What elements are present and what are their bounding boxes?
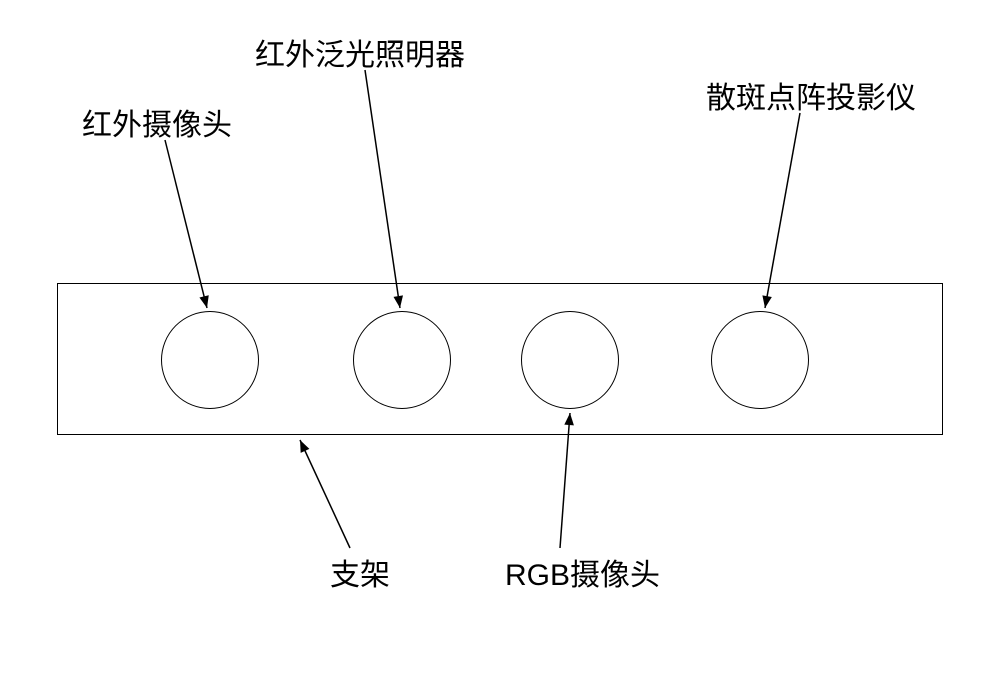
arrows-layer	[0, 0, 1000, 689]
arrow-bracket	[300, 440, 350, 548]
arrow-speckle-projector	[762, 113, 800, 308]
arrow-ir-camera	[165, 140, 209, 308]
arrow-ir-illuminator	[365, 70, 403, 308]
arrow-rgb-camera	[560, 413, 574, 548]
